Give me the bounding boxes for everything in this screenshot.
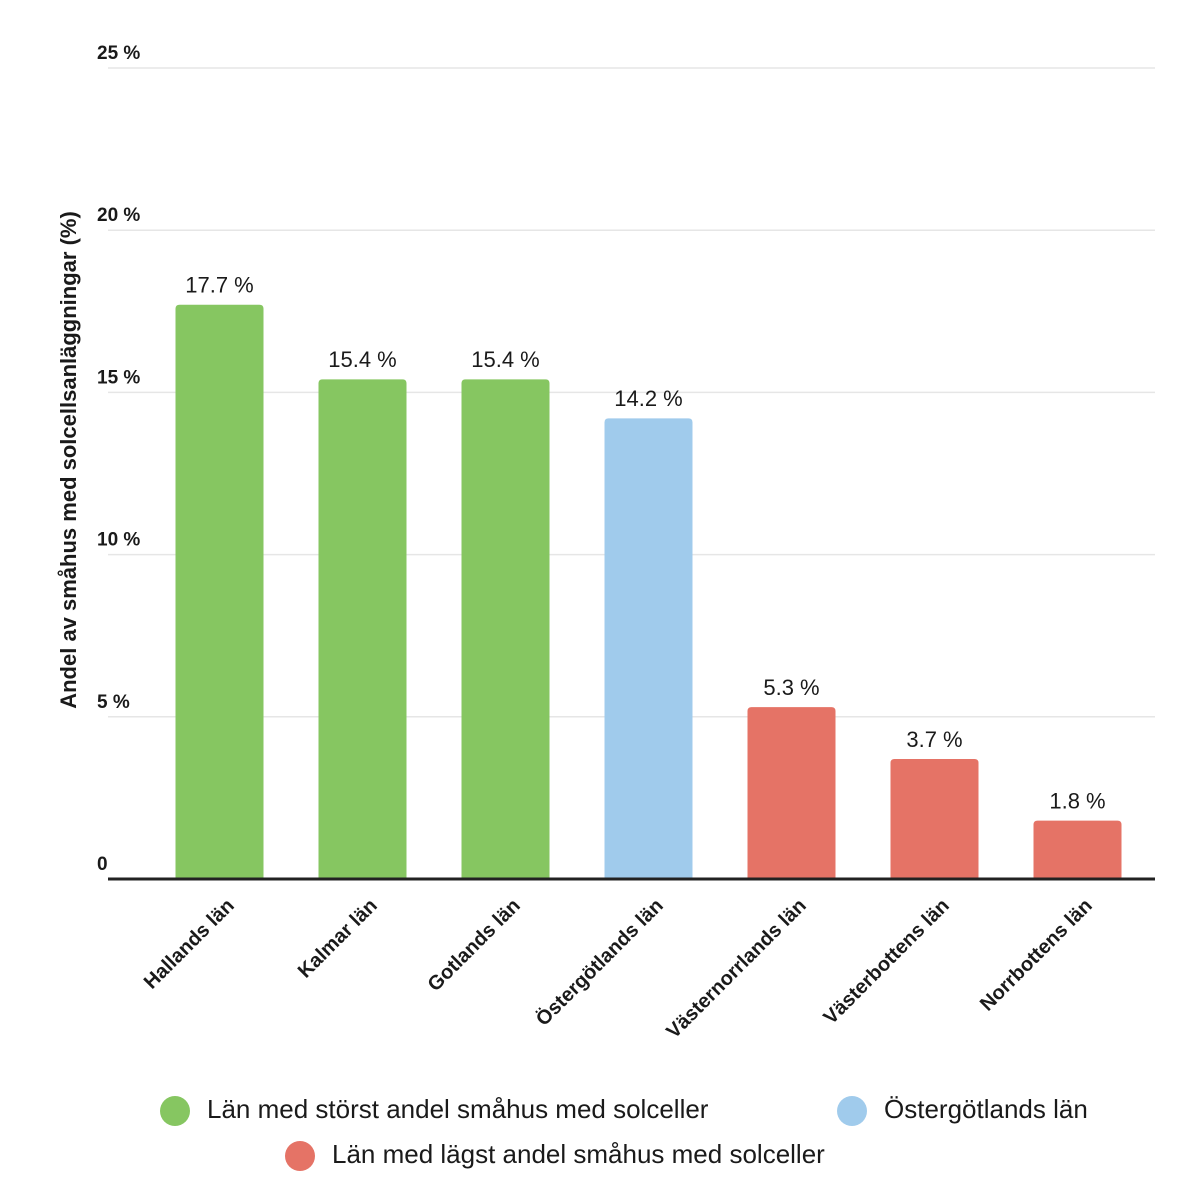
legend-label: Län med störst andel småhus med solcelle… (207, 1094, 709, 1124)
y-tick-label: 0 (97, 854, 108, 875)
legend-label: Östergötlands län (884, 1094, 1088, 1124)
value-label: 1.8 % (1049, 788, 1105, 813)
bar (1033, 820, 1122, 879)
value-label: 15.4 % (471, 347, 540, 372)
legend-swatch (285, 1141, 315, 1171)
x-tick-label: Norrbottens län (976, 895, 1097, 1016)
value-label: 14.2 % (614, 386, 683, 411)
legend-swatch (160, 1096, 190, 1126)
x-tick-label: Östergötlands län (531, 894, 667, 1030)
bar (890, 758, 979, 879)
legend-label: Län med lägst andel småhus med solceller (332, 1139, 825, 1169)
x-tick-label: Västernorrlands län (662, 895, 810, 1043)
bar (461, 379, 550, 879)
bar (175, 304, 264, 879)
bar (747, 707, 836, 879)
y-tick-label: 5 % (97, 692, 130, 713)
y-tick-label: 15 % (97, 367, 140, 388)
value-label: 15.4 % (328, 347, 397, 372)
y-tick-label: 25 % (97, 43, 140, 64)
x-tick-label: Gotlands län (424, 895, 525, 996)
value-label: 5.3 % (763, 675, 819, 700)
legend-swatch (837, 1096, 867, 1126)
x-tick-label: Hallands län (140, 895, 239, 994)
x-tick-label: Västerbottens län (820, 895, 954, 1029)
y-tick-label: 20 % (97, 205, 140, 226)
value-label: 17.7 % (185, 273, 254, 298)
y-tick-label: 10 % (97, 530, 140, 551)
y-axis-label: Andel av småhus med solcellsanläggningar… (56, 211, 81, 709)
bar (318, 379, 407, 879)
bar (604, 418, 693, 879)
x-tick-label: Kalmar län (294, 895, 382, 983)
value-label: 3.7 % (906, 727, 962, 752)
